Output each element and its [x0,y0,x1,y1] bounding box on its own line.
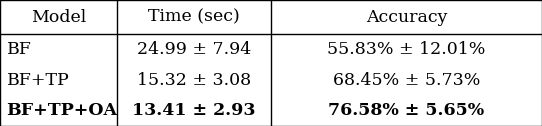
Text: Accuracy: Accuracy [366,9,447,26]
Text: 15.32 ± 3.08: 15.32 ± 3.08 [137,72,251,89]
Text: 13.41 ± 2.93: 13.41 ± 2.93 [132,102,255,119]
Text: 24.99 ± 7.94: 24.99 ± 7.94 [137,41,251,58]
Text: Model: Model [31,9,86,26]
Text: 68.45% ± 5.73%: 68.45% ± 5.73% [333,72,480,89]
Text: BF+TP+OA: BF+TP+OA [7,102,118,119]
Text: BF: BF [7,41,31,58]
Text: BF+TP: BF+TP [7,72,69,89]
Text: 76.58% ± 5.65%: 76.58% ± 5.65% [328,102,485,119]
Text: Time (sec): Time (sec) [148,9,240,26]
Text: 55.83% ± 12.01%: 55.83% ± 12.01% [327,41,486,58]
